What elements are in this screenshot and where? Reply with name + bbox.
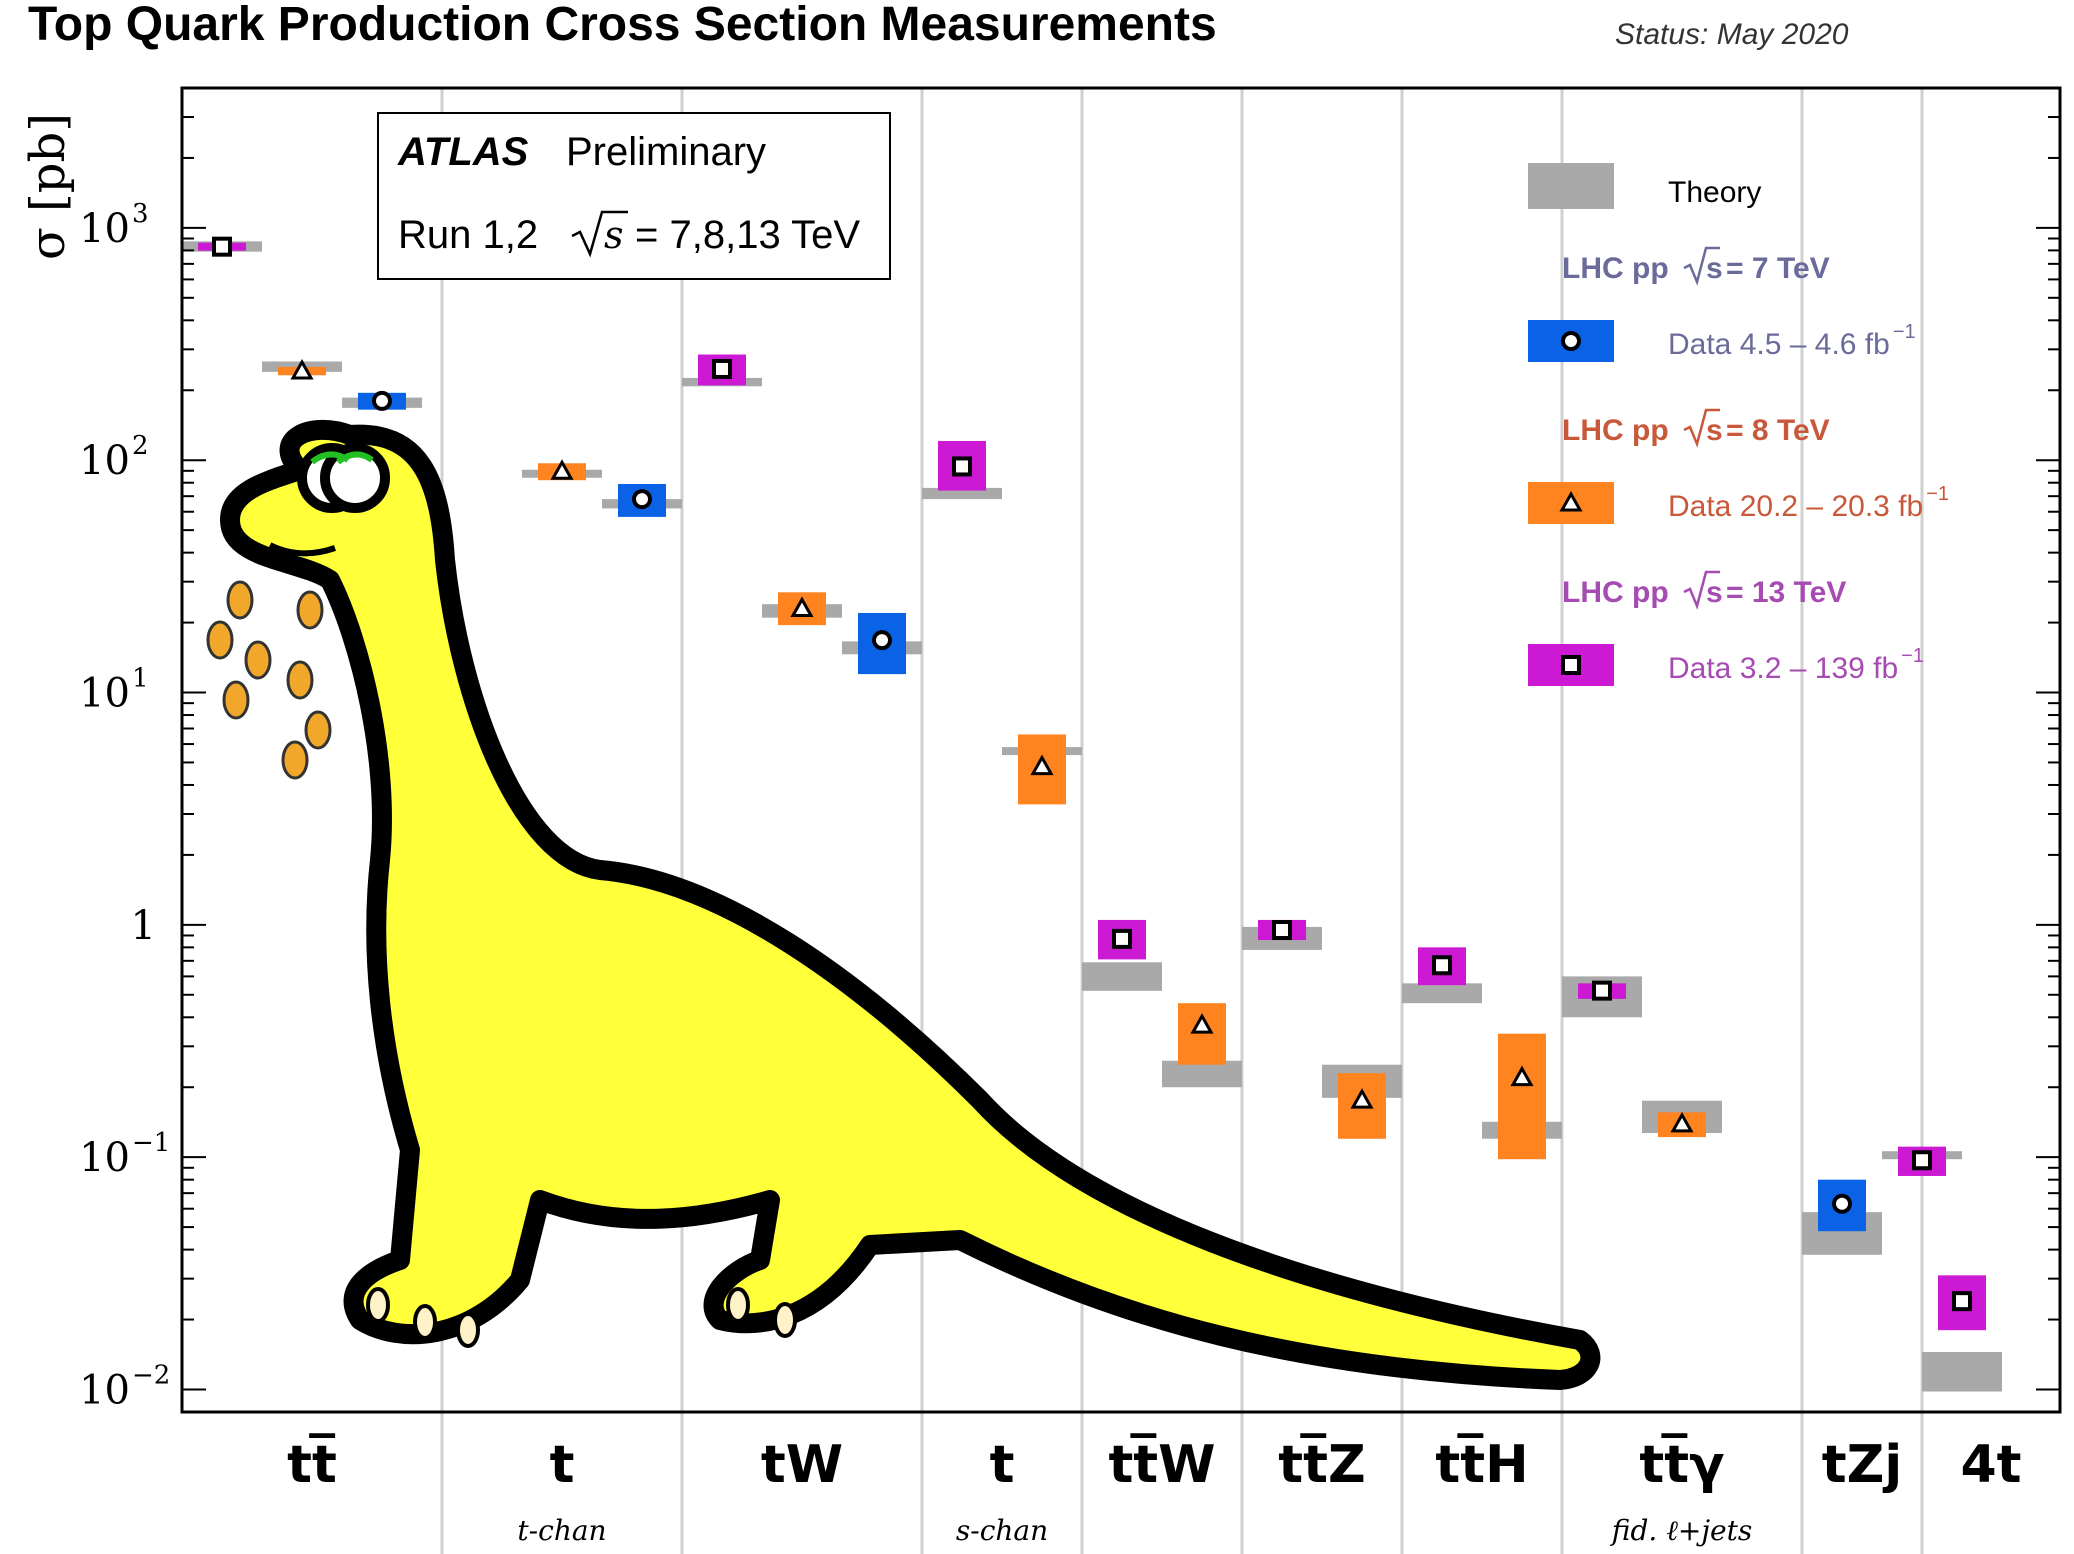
data-points bbox=[198, 236, 1986, 1331]
square-marker bbox=[1432, 955, 1452, 976]
run-label: Run 1,2 bbox=[398, 213, 538, 257]
dinosaur-mascot bbox=[206, 419, 1601, 1390]
theory-band bbox=[1402, 983, 1482, 1004]
legend-theory-label: Theory bbox=[1668, 176, 1761, 209]
sqrt-s-symbol: s bbox=[1706, 576, 1723, 609]
category-label: tZj bbox=[1822, 1435, 1902, 1495]
legend-energy-label: = 7 TeV bbox=[1726, 252, 1830, 285]
status-label: Status: May 2020 bbox=[1615, 18, 1849, 51]
legend-data-exponent: −1 bbox=[1901, 645, 1924, 667]
y-tick-label: 10 1 bbox=[79, 664, 148, 717]
square-marker bbox=[1592, 980, 1612, 1001]
y-tick-label: 1 bbox=[131, 903, 156, 949]
tick-label-base: 1 bbox=[131, 903, 156, 949]
category-label: tt̅Z bbox=[1278, 1434, 1365, 1495]
tick-label-base: 10 bbox=[79, 671, 130, 717]
sqrt-s-symbol: s bbox=[1706, 252, 1723, 285]
tick-label-base: 10 bbox=[79, 206, 130, 252]
legend-data-label: Data 3.2 – 139 fb bbox=[1668, 652, 1898, 685]
legend-data-exponent: −1 bbox=[1893, 321, 1916, 343]
square-marker bbox=[212, 236, 232, 257]
sqrt-s-symbol: s bbox=[1706, 414, 1723, 447]
circle-marker bbox=[632, 489, 652, 510]
tick-label-exponent: 2 bbox=[132, 431, 149, 461]
triangle-marker bbox=[1190, 1013, 1214, 1034]
category-sublabel: s-chan bbox=[956, 1514, 1048, 1547]
circle-marker bbox=[872, 630, 892, 651]
category-label: t bbox=[990, 1435, 1015, 1495]
y-tick-label: 10 2 bbox=[79, 431, 148, 484]
energy-label: = 7,8,13 TeV bbox=[635, 213, 860, 257]
legend-data-exponent: −1 bbox=[1926, 483, 1949, 505]
tick-label-exponent: 1 bbox=[132, 664, 149, 694]
measurement-box bbox=[1178, 1003, 1226, 1065]
circle-marker bbox=[372, 390, 392, 411]
tick-label-exponent: −2 bbox=[132, 1360, 170, 1390]
theory-band bbox=[1082, 962, 1162, 991]
category-label: tW bbox=[761, 1435, 843, 1495]
square-marker bbox=[712, 358, 732, 379]
triangle-marker bbox=[1670, 1111, 1694, 1133]
theory-band bbox=[922, 487, 1002, 500]
square-marker bbox=[1272, 920, 1292, 941]
plot-frame bbox=[180, 86, 2062, 1414]
category-label: tt̅γ bbox=[1639, 1434, 1724, 1495]
legend-data-label: Data 20.2 – 20.3 fb bbox=[1668, 490, 1923, 523]
sqrt-icon bbox=[1683, 246, 1720, 286]
category-label: tt̅H bbox=[1435, 1434, 1528, 1495]
circle-marker bbox=[1832, 1193, 1852, 1214]
legend-group-label: LHC pp bbox=[1562, 414, 1669, 447]
triangle-marker bbox=[1559, 490, 1583, 512]
legend-data-label: Data 4.5 – 4.6 fb bbox=[1668, 328, 1890, 361]
legend-group-label: LHC pp bbox=[1562, 252, 1669, 285]
circle-marker bbox=[1561, 331, 1581, 351]
legend-energy-label: = 13 TeV bbox=[1726, 576, 1846, 609]
theory-band bbox=[1922, 1351, 2002, 1392]
triangle-marker bbox=[550, 459, 574, 480]
category-label: 4t bbox=[1960, 1435, 2021, 1495]
square-marker bbox=[1561, 655, 1581, 675]
tick-label-base: 10 bbox=[79, 438, 130, 484]
category-sublabel: t-chan bbox=[517, 1514, 606, 1547]
tick-label-base: 10 bbox=[79, 1135, 130, 1181]
y-tick-label: 10 3 bbox=[79, 199, 148, 252]
sqrt-icon bbox=[571, 210, 628, 258]
legend-group-label: LHC pp bbox=[1562, 576, 1669, 609]
category-label: tt̅ bbox=[287, 1434, 337, 1495]
triangle-marker bbox=[290, 358, 314, 380]
triangle-marker bbox=[1350, 1088, 1374, 1109]
square-marker bbox=[952, 456, 972, 477]
y-tick-label: 10 −1 bbox=[79, 1128, 170, 1181]
theory-band bbox=[1162, 1060, 1242, 1088]
triangle-marker bbox=[1510, 1065, 1534, 1087]
square-marker bbox=[1112, 928, 1132, 949]
sqrt-icon bbox=[1683, 570, 1720, 610]
category-sublabel: fid. ℓ+jets bbox=[1610, 1514, 1752, 1547]
measurement-box bbox=[1498, 1033, 1546, 1160]
y-tick-label: 10 −2 bbox=[79, 1360, 170, 1413]
square-marker bbox=[1952, 1291, 1972, 1312]
triangle-marker bbox=[790, 596, 814, 617]
y-axis-label: σ [pb] bbox=[20, 113, 76, 260]
square-marker bbox=[1912, 1150, 1932, 1171]
page-title: Top Quark Production Cross Section Measu… bbox=[28, 0, 1217, 51]
sqrt-s-symbol: s bbox=[604, 213, 624, 257]
tick-label-exponent: −1 bbox=[132, 1128, 170, 1158]
category-label: tt̅W bbox=[1108, 1434, 1215, 1495]
tick-label-exponent: 3 bbox=[132, 199, 149, 229]
legend-theory-swatch bbox=[1528, 163, 1614, 209]
tick-label-base: 10 bbox=[79, 1367, 130, 1413]
sqrt-icon bbox=[1683, 408, 1720, 448]
category-label: t bbox=[550, 1435, 575, 1495]
legend-energy-label: = 8 TeV bbox=[1726, 414, 1830, 447]
triangle-marker bbox=[1030, 754, 1054, 776]
preliminary-label: Preliminary bbox=[566, 130, 766, 174]
experiment-label: ATLAS bbox=[397, 130, 529, 174]
info-box: ATLAS Preliminary Run 1,2 s = 7,8,13 TeV bbox=[377, 112, 891, 280]
